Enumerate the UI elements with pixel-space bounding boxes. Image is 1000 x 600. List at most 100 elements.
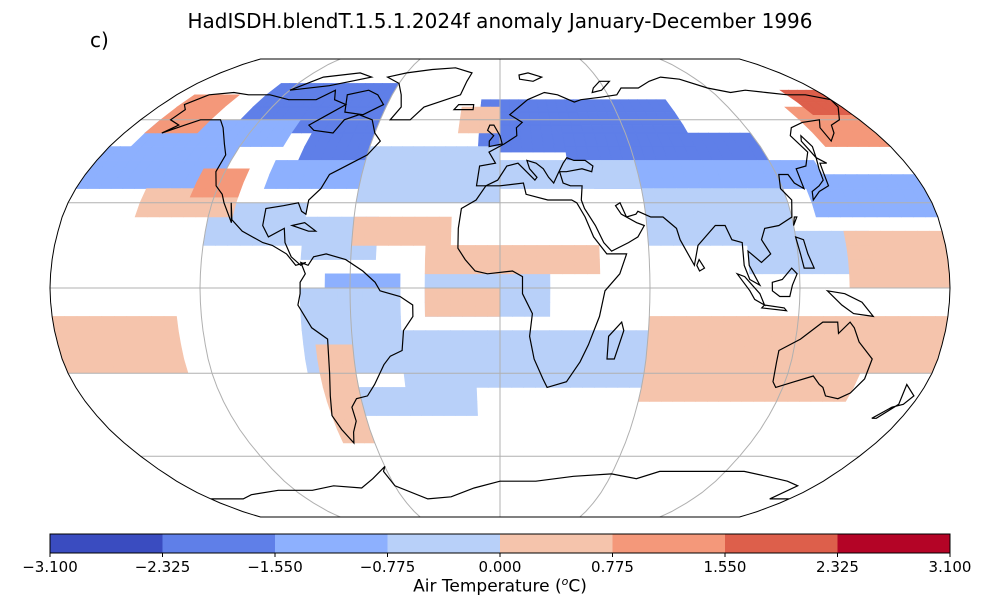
anomaly-cell	[427, 188, 442, 204]
anomaly-cell	[511, 330, 526, 346]
anomaly-cell	[722, 316, 737, 331]
anomaly-cell	[474, 273, 488, 289]
anomaly-cell	[720, 230, 736, 246]
coastline-madagascar	[606, 320, 625, 360]
anomaly-cell	[477, 146, 490, 161]
coastline-philippines	[794, 235, 816, 269]
anomaly-cell	[769, 230, 785, 246]
anomaly-cell	[365, 358, 381, 374]
anomaly-cell	[438, 358, 453, 374]
anomaly-cell	[428, 174, 443, 189]
anomaly-cell	[76, 316, 92, 331]
anomaly-cell	[329, 358, 345, 374]
anomaly-cell	[570, 372, 585, 388]
anomaly-cell	[462, 330, 476, 346]
anomaly-cell	[487, 301, 501, 317]
coastline-britain	[486, 124, 503, 148]
anomaly-cell	[401, 216, 416, 232]
coastline-baffin	[344, 89, 385, 116]
anomaly-cell	[732, 230, 748, 246]
anomaly-cell	[499, 301, 513, 317]
coastline-taiwan	[793, 216, 798, 226]
anomaly-cell	[438, 344, 452, 360]
anomaly-cell	[510, 138, 523, 153]
anomaly-cell	[327, 216, 343, 232]
anomaly-cell	[646, 230, 662, 246]
anomaly-cell	[634, 330, 649, 346]
anomaly-cell	[706, 344, 722, 360]
colorbar-segment	[837, 534, 950, 553]
anomaly-cell	[462, 301, 476, 317]
anomaly-cell	[682, 216, 697, 232]
anomaly-cell	[165, 330, 182, 346]
anomaly-cell	[462, 273, 476, 289]
anomaly-cell	[487, 188, 501, 204]
anomaly-cell	[833, 316, 849, 331]
anomaly-cell	[424, 245, 439, 260]
anomaly-cell	[453, 401, 467, 416]
anomaly-cell	[349, 287, 364, 303]
anomaly-cell	[846, 245, 862, 260]
anomaly-cell	[227, 230, 243, 246]
anomaly-cell	[363, 330, 378, 346]
anomaly-cell	[375, 230, 390, 246]
anomaly-cell	[387, 273, 401, 289]
coastline-japan	[811, 156, 830, 202]
anomaly-cell	[582, 372, 597, 388]
anomaly-cell	[449, 273, 463, 289]
anomaly-cell	[548, 344, 562, 360]
anomaly-cell	[885, 259, 900, 275]
coastline-indonesia-2	[760, 304, 788, 312]
anomaly-cell	[437, 301, 451, 317]
anomaly-cell	[350, 245, 365, 260]
anomaly-cell	[757, 230, 773, 246]
anomaly-cell	[586, 245, 600, 260]
colorbar-tick-label: 1.550	[703, 558, 747, 576]
anomaly-cell	[745, 330, 761, 346]
anomaly-cell	[821, 245, 837, 260]
anomaly-cell	[488, 160, 501, 175]
anomaly-cell	[710, 316, 725, 331]
anomaly-cell	[487, 259, 501, 275]
anomaly-cell	[151, 316, 167, 331]
colorbar-tick-label: −0.775	[359, 558, 416, 576]
anomaly-cell	[523, 344, 538, 360]
anomaly-cell	[924, 273, 938, 289]
anomaly-cell	[757, 330, 773, 346]
anomaly-cell	[469, 106, 482, 121]
anomaly-cell	[522, 174, 536, 189]
anomaly-cell	[499, 330, 513, 346]
anomaly-cell	[536, 301, 551, 317]
anomaly-cell	[376, 344, 391, 360]
anomaly-cell	[595, 358, 610, 374]
anomaly-cell	[886, 273, 901, 289]
anomaly-cell	[450, 330, 464, 346]
anomaly-cells	[51, 83, 950, 444]
anomaly-cell	[585, 330, 600, 346]
anomaly-cell	[449, 287, 463, 303]
anomaly-cell	[557, 174, 572, 189]
anomaly-cell	[897, 259, 913, 275]
anomaly-cell	[443, 146, 457, 161]
anomaly-cell	[487, 273, 501, 289]
anomaly-cell	[499, 358, 513, 374]
anomaly-cell	[414, 358, 429, 374]
anomaly-cell	[388, 230, 403, 246]
colorbar-segment	[500, 534, 613, 553]
anomaly-cell	[745, 230, 761, 246]
anomaly-cell	[163, 316, 179, 331]
anomaly-cell	[895, 316, 911, 331]
colorbar-tick-label: −3.100	[22, 558, 78, 576]
coastlines	[161, 67, 915, 500]
colorbar	[49, 533, 951, 557]
anomaly-cell	[697, 316, 712, 331]
anomaly-cell	[655, 99, 675, 113]
anomaly-cell	[619, 358, 635, 374]
anomaly-cell	[512, 273, 526, 289]
anomaly-cell	[487, 245, 501, 260]
anomaly-cell	[424, 259, 439, 275]
anomaly-cell	[89, 316, 105, 331]
anomaly-cell	[337, 287, 351, 303]
anomaly-cell	[621, 344, 636, 360]
anomaly-cell	[428, 387, 443, 402]
